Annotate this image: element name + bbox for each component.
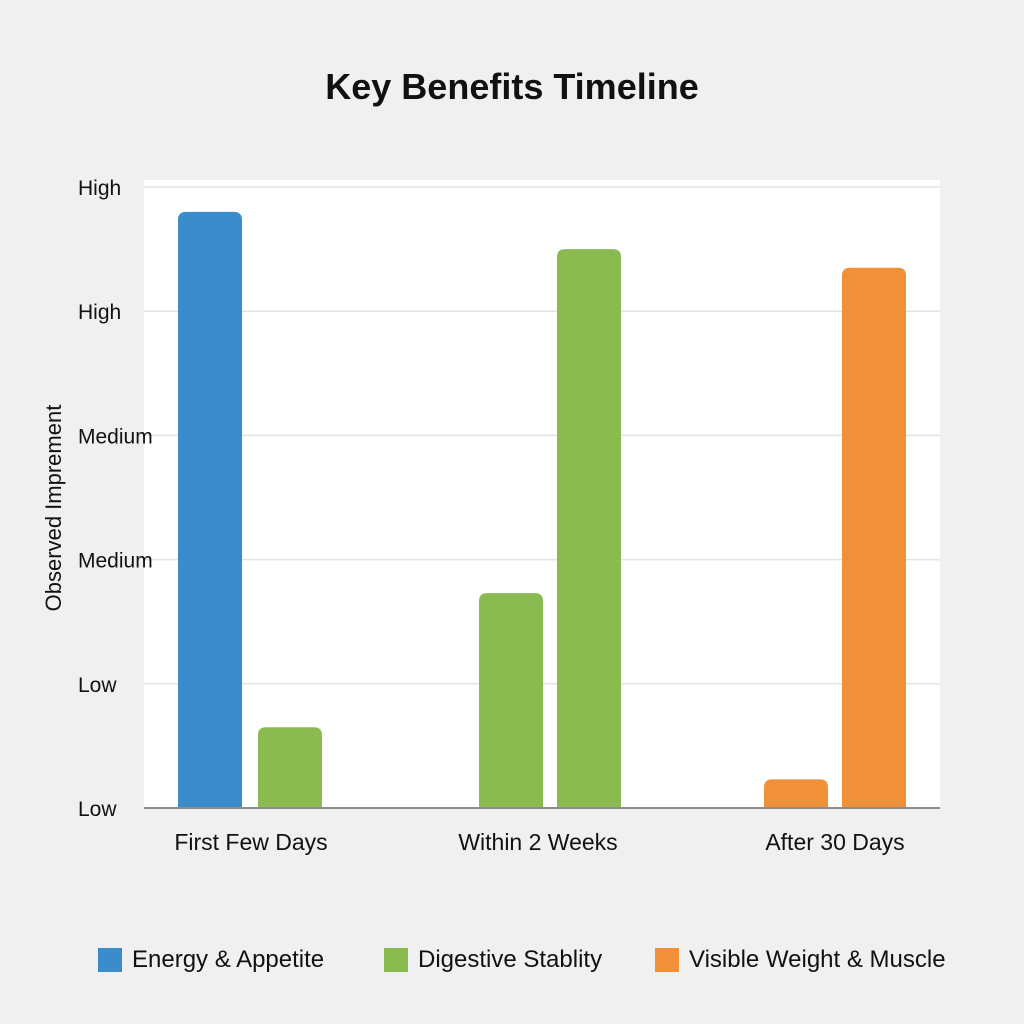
bar	[764, 779, 828, 808]
legend-label-energy-appetite: Energy & Appetite	[132, 946, 325, 973]
legend-item-visible-weight-muscle: Visible Weight & Muscle	[655, 940, 946, 980]
x-tick-label: First Few Days	[174, 829, 327, 855]
y-tick-label: Low	[78, 674, 117, 697]
legend-swatch-visible-weight-muscle	[655, 948, 679, 972]
y-axis-title: Observed Imprement	[41, 404, 66, 612]
legend-swatch-digestive-stablity	[384, 948, 408, 972]
legend: Energy & Appetite Digestive Stablity Vis…	[0, 940, 1024, 980]
x-tick-label: After 30 Days	[765, 829, 904, 855]
bar	[178, 211, 242, 809]
y-tick-label: High	[78, 177, 121, 200]
y-tick-label: High	[78, 301, 121, 324]
legend-swatch-energy-appetite	[98, 948, 122, 972]
bar	[479, 593, 543, 808]
y-tick-label: Low	[78, 798, 117, 821]
chart-title: Key Benefits Timeline	[325, 66, 699, 107]
legend-label-digestive-stablity: Digestive Stablity	[418, 946, 603, 973]
bar	[258, 727, 322, 808]
y-tick-label: Medium	[78, 550, 153, 573]
bar	[557, 249, 621, 809]
bar	[842, 267, 906, 809]
legend-item-energy-appetite: Energy & Appetite	[98, 940, 324, 980]
legend-label-visible-weight-muscle: Visible Weight & Muscle	[689, 946, 946, 973]
y-tick-label: Medium	[78, 425, 153, 448]
legend-item-digestive-stablity: Digestive Stablity	[384, 940, 602, 980]
x-tick-label: Within 2 Weeks	[458, 829, 617, 855]
